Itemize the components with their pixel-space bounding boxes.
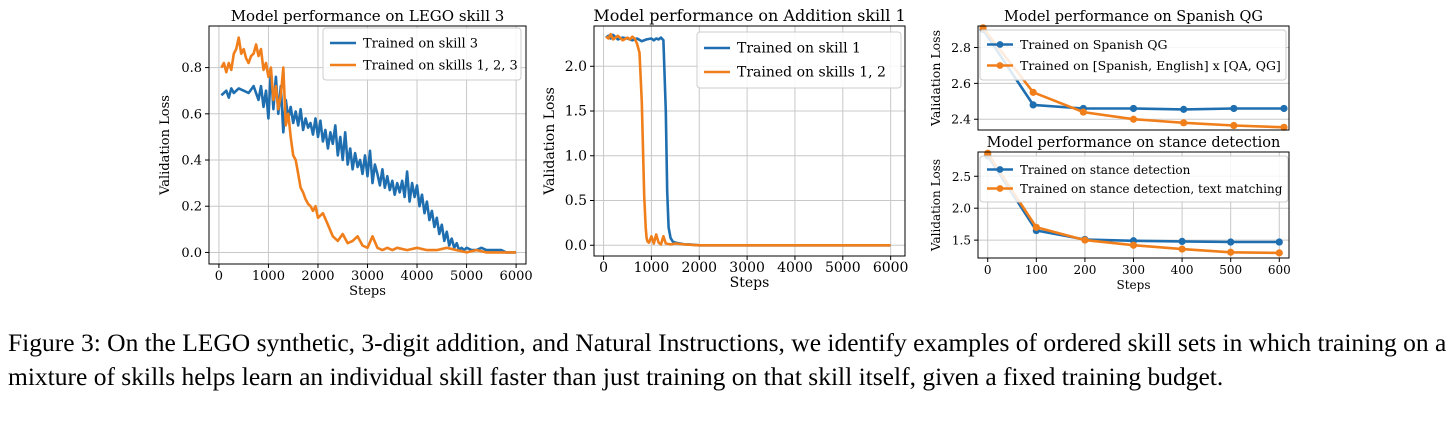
data-point <box>1227 248 1235 256</box>
y-axis-label: Validation Loss <box>542 87 558 196</box>
legend-label: Trained on skills 1, 2 <box>737 65 886 81</box>
legend-label: Trained on [Spanish, English] x [QA, QG] <box>1020 58 1281 73</box>
y-tick-label: 1.0 <box>565 148 587 164</box>
legend-label: Trained on skill 3 <box>363 37 478 52</box>
legend-box <box>322 27 522 81</box>
chart-1: 0 1000 2000 3000 4000 5000 6000 0.0 0.2 0.4 0.6 0.8… <box>158 7 533 299</box>
data-point <box>1081 236 1089 244</box>
legend-marker <box>996 62 1004 69</box>
data-point <box>1129 104 1138 113</box>
chart-title: Model performance on Addition skill 1 <box>593 6 905 25</box>
legend-marker <box>996 166 1004 173</box>
x-tick-label: 0 <box>215 269 223 284</box>
data-point <box>1275 249 1283 257</box>
y-tick-label: 2.0 <box>565 59 587 75</box>
chart-title: Model performance on LEGO skill 3 <box>231 7 505 25</box>
legend-label: Trained on skill 1 <box>737 41 861 57</box>
x-tick-label: 2000 <box>681 260 717 276</box>
data-point <box>1230 104 1238 113</box>
x-tick-label: 0 <box>984 263 992 277</box>
series-line-2 <box>605 32 891 247</box>
legend-box <box>979 155 1289 203</box>
data-point <box>1180 105 1188 113</box>
chart-4: 0 100 200 300 400 500 600 1.5 2.0 2.5 Model perfor… <box>929 135 1291 292</box>
data-point <box>1129 241 1138 249</box>
y-tick-label: 1.5 <box>565 104 587 120</box>
data-point <box>984 149 992 157</box>
x-axis-label: Steps <box>730 275 770 291</box>
series-line-1 <box>220 68 517 254</box>
data-point <box>1280 104 1288 113</box>
x-tick-label: 1000 <box>252 269 285 284</box>
x-tick-label: 5000 <box>825 260 861 276</box>
legend-label: Trained on stance detection <box>1020 163 1191 177</box>
x-tick-label: 400 <box>1171 263 1194 277</box>
data-point <box>1227 238 1235 246</box>
x-tick-label: 600 <box>1268 263 1291 277</box>
data-point <box>1129 115 1138 123</box>
x-tick-label: 1000 <box>634 260 670 276</box>
x-axis-label: Steps <box>349 284 386 299</box>
x-tick-label: 200 <box>1073 263 1096 277</box>
chart-title: Model performance on Spanish QG <box>1004 9 1263 25</box>
legend-label: Trained on Spanish QG <box>1020 37 1167 52</box>
legend-box <box>696 31 902 89</box>
y-axis-label: Validation Loss <box>158 95 173 196</box>
x-tick-label: 4000 <box>400 269 433 284</box>
chart-title: Model performance on stance detection <box>987 135 1281 151</box>
figure-caption: Figure 3: On the LEGO synthetic, 3-digit… <box>8 328 1447 391</box>
data-point <box>1178 245 1186 253</box>
x-tick-label: 300 <box>1122 263 1145 277</box>
legend-marker <box>996 41 1004 48</box>
x-tick-label: 6000 <box>873 260 909 276</box>
y-tick-label: 1.5 <box>952 234 971 248</box>
legend-box <box>979 29 1287 81</box>
data-point <box>1275 238 1283 246</box>
x-tick-label: 5000 <box>450 269 483 284</box>
series-line-2 <box>220 36 517 254</box>
y-tick-label: 0.6 <box>181 107 202 122</box>
x-axis-label: Steps <box>1117 278 1151 292</box>
chart-3: 2.4 2.6 2.8 Model performance on Spanish QG… <box>928 9 1290 131</box>
y-tick-label: 0.8 <box>181 61 202 76</box>
x-tick-label: 4000 <box>777 260 813 276</box>
x-tick-label: 3000 <box>351 269 384 284</box>
data-point <box>1029 88 1037 96</box>
y-axis-label: Validation Loss <box>928 30 943 127</box>
plot-frame <box>977 25 1290 131</box>
x-tick-label: 100 <box>1025 263 1048 277</box>
y-tick-label: 2.4 <box>951 112 971 127</box>
y-tick-label: 0.2 <box>181 200 202 215</box>
y-tick-label: 0.4 <box>181 154 202 169</box>
y-tick-label: 0.0 <box>565 238 587 254</box>
data-point <box>1079 108 1087 116</box>
data-point <box>1029 101 1037 109</box>
legend-label: Trained on skills 1, 2, 3 <box>363 59 518 74</box>
y-tick-label: 0.0 <box>181 246 202 261</box>
y-tick-label: 2.6 <box>951 76 971 91</box>
x-tick-label: 6000 <box>500 269 533 284</box>
y-tick-label: 2.8 <box>951 40 971 55</box>
data-point <box>1032 223 1040 231</box>
legend-marker <box>996 185 1004 192</box>
x-tick-label: 500 <box>1219 263 1242 277</box>
data-point <box>1180 119 1188 127</box>
x-tick-label: 3000 <box>729 260 765 276</box>
chart-2: 0 1000 2000 3000 4000 5000 6000 0.0 0.5 1.0 1.5 2.0… <box>542 6 908 291</box>
data-point <box>1230 121 1238 130</box>
data-point <box>1280 123 1288 131</box>
y-tick-label: 0.5 <box>565 193 587 209</box>
data-point <box>1178 237 1186 245</box>
x-tick-label: 2000 <box>301 269 334 284</box>
figure-panels: 0 1000 2000 3000 4000 5000 60000.00.20.40.60.8… <box>158 6 1291 299</box>
x-tick-label: 0 <box>599 260 608 276</box>
y-tick-label: 2.0 <box>952 202 971 216</box>
plot-frame <box>593 25 906 257</box>
y-axis-label: Validation Loss <box>929 159 943 252</box>
y-tick-label: 2.5 <box>952 170 971 184</box>
legend-label: Trained on stance detection, text matchi… <box>1020 182 1283 196</box>
